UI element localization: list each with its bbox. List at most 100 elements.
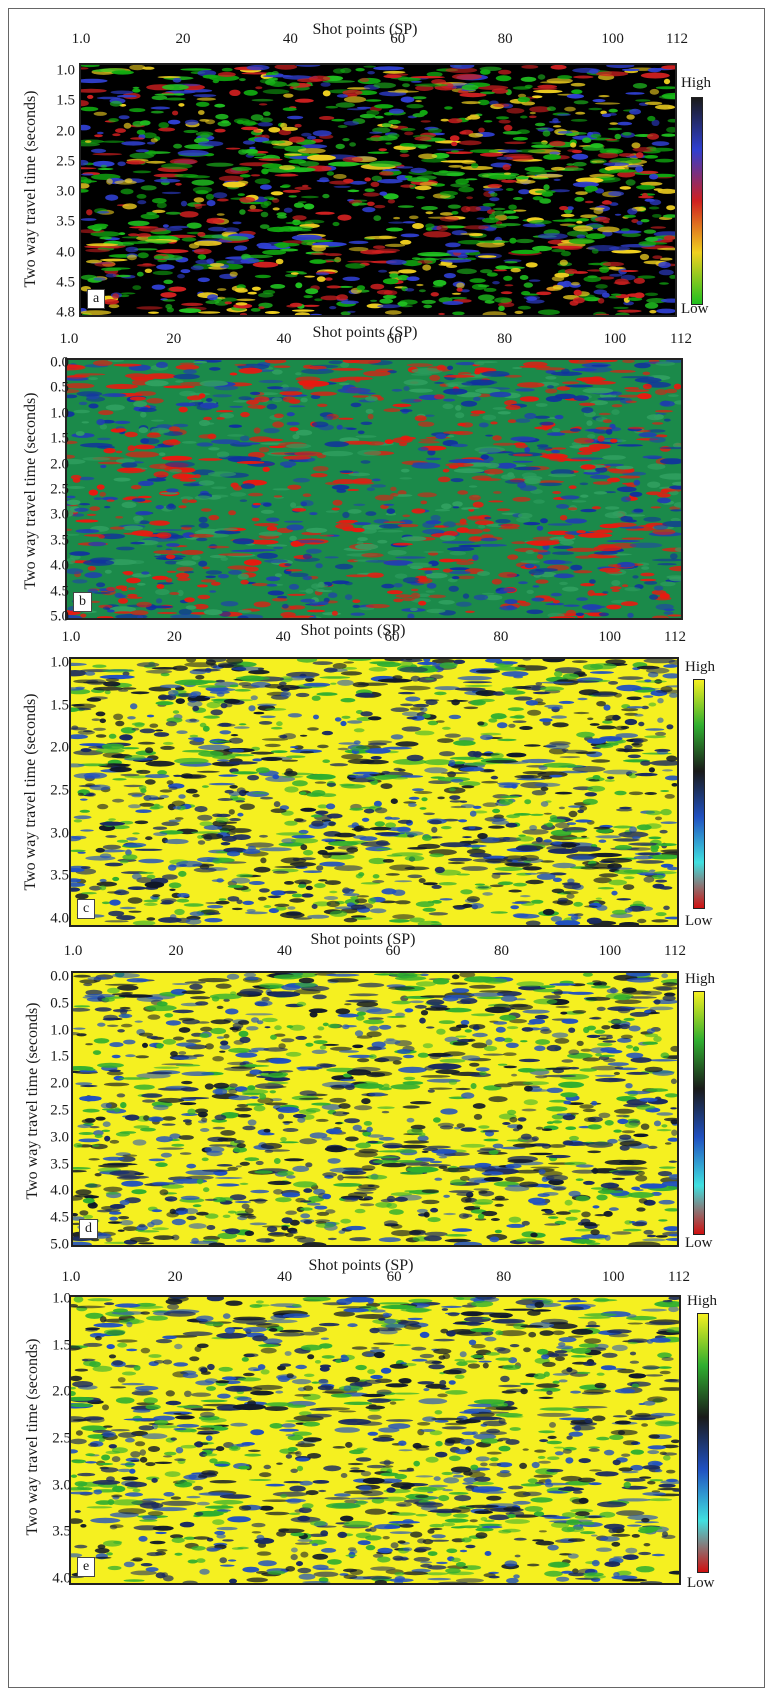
- y-tick-label: 5.0: [50, 1236, 69, 1253]
- panel-a-legend-low: Low: [681, 301, 709, 317]
- x-tick-label: 100: [602, 1269, 625, 1285]
- x-tick-label: 40: [277, 1269, 293, 1285]
- panel-c-label: c: [77, 899, 96, 919]
- panel-b: Shot points (SP) Two way travel time (se…: [9, 321, 766, 625]
- panel-d: Shot points (SP) Two way travel time (se…: [9, 931, 766, 1253]
- y-tick-label: 4.5: [50, 583, 69, 600]
- x-tick-label: 80: [496, 1269, 512, 1285]
- seismic-texture: [71, 1297, 679, 1583]
- x-tick-label: 112: [664, 943, 686, 959]
- x-tick-label: 112: [666, 31, 688, 47]
- panel-b-label: b: [73, 592, 92, 612]
- panel-c: Shot points (SP) Two way travel time (se…: [9, 617, 766, 929]
- y-tick-label: 2.5: [50, 1102, 69, 1119]
- y-tick-label: 4.8: [56, 304, 75, 321]
- y-tick-label: 3.5: [50, 532, 69, 549]
- x-tick-label: 100: [603, 331, 627, 347]
- y-tick-label: 1.0: [50, 405, 69, 422]
- x-tick-label: 80: [497, 31, 513, 47]
- y-tick-label: 2.0: [50, 1075, 69, 1092]
- y-tick-label: 4.0: [50, 1182, 69, 1199]
- panel-b-seismic-image: b: [65, 358, 683, 620]
- y-tick-label: 1.0: [56, 62, 75, 79]
- x-tick-label: 112: [670, 331, 692, 347]
- x-tick-label: 1.0: [59, 331, 79, 347]
- panel-e-seismic-image: e: [69, 1295, 681, 1585]
- x-tick-label: 20: [175, 31, 191, 47]
- panel-d-colorbar: [693, 991, 705, 1235]
- y-tick-label: 0.0: [50, 354, 69, 371]
- x-tick-label: 20: [168, 943, 184, 959]
- y-tick-label: 0.0: [50, 968, 69, 985]
- x-tick-label: 60: [385, 943, 401, 959]
- y-tick-label: 3.5: [56, 213, 75, 230]
- panel-d-x-axis-title: Shot points (SP): [310, 931, 416, 948]
- y-tick-label: 1.5: [56, 92, 75, 109]
- x-tick-label: 60: [386, 331, 402, 347]
- panel-e-label: e: [77, 1557, 96, 1577]
- y-tick-label: 3.5: [50, 867, 69, 884]
- panel-a-x-axis-title: Shot points (SP): [312, 21, 418, 38]
- x-tick-label: 1.0: [63, 943, 83, 959]
- x-tick-label: 60: [390, 31, 406, 47]
- seismic-texture: [81, 65, 675, 315]
- x-tick-label: 80: [493, 943, 509, 959]
- panel-c-x-axis-title: Shot points (SP): [300, 622, 406, 639]
- panel-e-legend-high: High: [687, 1293, 717, 1309]
- x-tick-label: 1.0: [61, 629, 81, 645]
- x-tick-label: 1.0: [71, 31, 91, 47]
- panel-e-legend-low: Low: [687, 1575, 715, 1591]
- x-tick-label: 80: [493, 629, 509, 645]
- panel-d-label: d: [79, 1219, 98, 1239]
- y-tick-label: 3.0: [56, 183, 75, 200]
- x-tick-label: 20: [166, 629, 182, 645]
- panel-a-label: a: [87, 289, 106, 309]
- y-tick-label: 0.5: [50, 995, 69, 1012]
- y-tick-label: 2.5: [50, 782, 69, 799]
- y-tick-label: 1.5: [52, 1337, 71, 1354]
- panel-e: Shot points (SP) Two way travel time (se…: [9, 1257, 766, 1687]
- y-tick-label: 3.5: [50, 1156, 69, 1173]
- y-tick-label: 3.0: [50, 825, 69, 842]
- y-tick-label: 3.5: [52, 1523, 71, 1540]
- panel-a: Shot points (SP) Two way travel time (se…: [9, 9, 766, 324]
- x-tick-label: 40: [282, 31, 298, 47]
- x-tick-label: 112: [664, 629, 686, 645]
- x-tick-label: 100: [601, 31, 624, 47]
- y-tick-label: 3.0: [52, 1477, 71, 1494]
- seismic-texture: [73, 973, 677, 1245]
- panel-c-legend-low: Low: [685, 913, 713, 929]
- x-tick-label: 60: [384, 629, 400, 645]
- x-tick-label: 112: [668, 1269, 690, 1285]
- y-tick-label: 2.0: [50, 456, 69, 473]
- panel-c-colorbar: [693, 679, 705, 909]
- seismic-texture: [71, 659, 677, 925]
- panel-a-seismic-image: a: [79, 63, 677, 317]
- y-tick-label: 4.5: [50, 1209, 69, 1226]
- panel-d-seismic-image: d: [71, 971, 679, 1247]
- y-tick-label: 1.0: [50, 1022, 69, 1039]
- x-tick-label: 40: [275, 629, 291, 645]
- y-tick-label: 2.0: [56, 123, 75, 139]
- x-tick-label: 80: [497, 331, 513, 347]
- y-tick-label: 4.0: [52, 1570, 71, 1587]
- y-tick-label: 3.0: [50, 1129, 69, 1146]
- panel-d-legend-low: Low: [685, 1235, 713, 1251]
- panel-a-legend-high: High: [681, 75, 711, 91]
- x-tick-label: 40: [276, 331, 292, 347]
- panel-c-seismic-image: c: [69, 657, 679, 927]
- y-tick-label: 2.5: [56, 153, 75, 170]
- panel-e-x-axis-title: Shot points (SP): [308, 1257, 414, 1274]
- panel-b-x-axis-title: Shot points (SP): [312, 324, 418, 341]
- y-tick-label: 1.5: [50, 1048, 69, 1065]
- y-tick-label: 1.5: [50, 697, 69, 714]
- y-tick-label: 2.0: [50, 739, 69, 756]
- y-tick-label: 4.0: [50, 557, 69, 574]
- panel-e-colorbar: [697, 1313, 709, 1573]
- y-tick-label: 1.0: [50, 654, 69, 671]
- x-tick-label: 20: [167, 1269, 183, 1285]
- x-tick-label: 100: [598, 629, 621, 645]
- y-tick-label: 5.0: [50, 608, 69, 625]
- y-tick-label: 1.0: [52, 1290, 71, 1307]
- panel-a-colorbar: [691, 97, 703, 305]
